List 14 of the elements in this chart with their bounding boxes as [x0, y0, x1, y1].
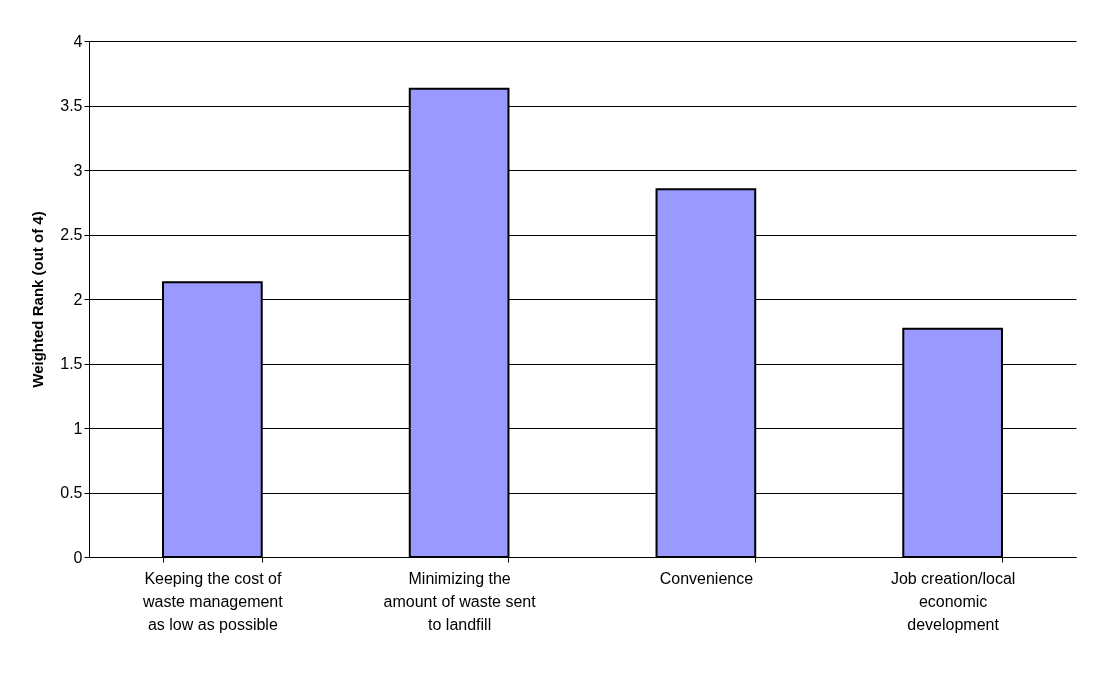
- x-tick-label: Convenience: [659, 569, 754, 587]
- y-tick-label: 0.5: [60, 484, 83, 501]
- y-tick-label: 0: [73, 548, 83, 566]
- y-tick-label: 4: [73, 32, 83, 50]
- x-tick-label: Job creation/local economic development: [890, 569, 1016, 633]
- y-tick-label: 3.5: [60, 97, 83, 114]
- x-tick-label: Keeping the cost of waste management as low as possible: [142, 569, 284, 633]
- y-tick-label: 2: [73, 290, 83, 308]
- y-tick-label: 2.5: [60, 226, 83, 243]
- y-tick-label: 3: [73, 161, 83, 179]
- x-tick-label: Minimizing the amount of waste sent to landfill: [383, 569, 537, 633]
- y-tick-label: 1: [73, 419, 83, 437]
- y-tick-label: 1.5: [60, 355, 83, 372]
- y-axis-title: Weighted Rank (out of 4): [29, 211, 47, 388]
